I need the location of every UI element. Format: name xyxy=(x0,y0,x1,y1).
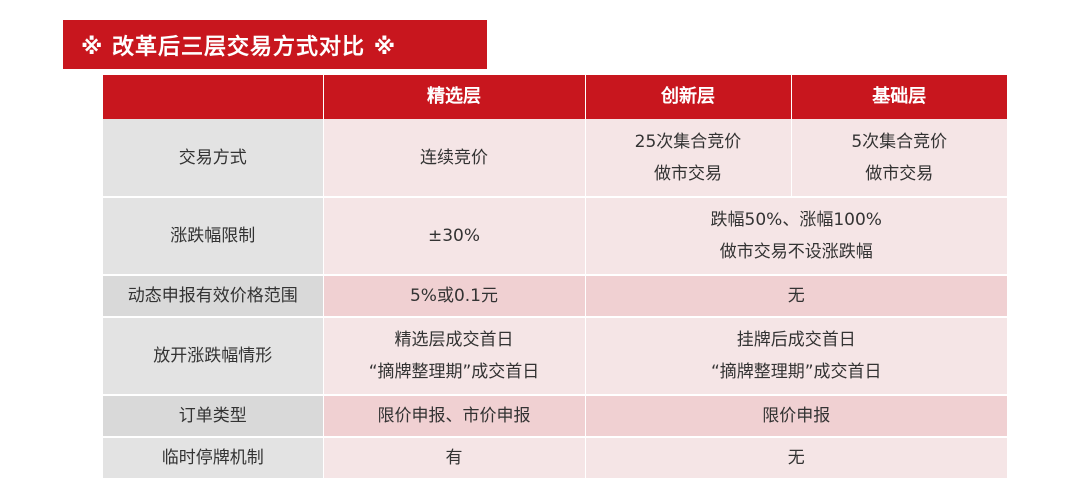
table-row: 订单类型 限价申报、市价申报 限价申报 xyxy=(103,395,1007,437)
cell-line: 5次集合竞价 xyxy=(851,131,948,152)
cell-chuangxin-jichu: 无 xyxy=(585,437,1007,479)
cell-jingxuan: 连续竞价 xyxy=(323,119,586,197)
cell-line: “摘牌整理期”成交首日 xyxy=(368,362,540,382)
cell-line: 精选层成交首日 xyxy=(394,330,514,350)
cell-chuangxin: 25次集合竞价 做市交易 xyxy=(585,119,792,197)
comparison-table: 精选层 创新层 基础层 交易方式 连续竞价 25次集合竞价 做市交易 5次集合竞… xyxy=(103,75,1007,480)
row-label: 订单类型 xyxy=(103,395,324,437)
cell-jingxuan: 限价申报、市价申报 xyxy=(323,395,586,437)
cell-jingxuan: 精选层成交首日 “摘牌整理期”成交首日 xyxy=(323,317,586,395)
table-header-row: 精选层 创新层 基础层 xyxy=(103,75,1007,119)
table-row: 交易方式 连续竞价 25次集合竞价 做市交易 5次集合竞价 做市交易 xyxy=(103,119,1007,197)
cell-line: 做市交易 xyxy=(654,163,722,184)
row-label: 临时停牌机制 xyxy=(103,437,324,479)
cell-jichu: 5次集合竞价 做市交易 xyxy=(791,119,1007,197)
row-label: 涨跌幅限制 xyxy=(103,197,324,275)
header-jichu: 基础层 xyxy=(791,75,1007,119)
row-label: 动态申报有效价格范围 xyxy=(103,275,324,317)
cell-chuangxin-jichu: 跌幅50%、涨幅100% 做市交易不设涨跌幅 xyxy=(585,197,1007,275)
header-chuangxin: 创新层 xyxy=(585,75,792,119)
row-label: 交易方式 xyxy=(103,119,324,197)
cell-line: 挂牌后成交首日 xyxy=(736,330,856,350)
table-row: 涨跌幅限制 ±30% 跌幅50%、涨幅100% 做市交易不设涨跌幅 xyxy=(103,197,1007,275)
table-row: 动态申报有效价格范围 5%或0.1元 无 xyxy=(103,275,1007,317)
table-row: 放开涨跌幅情形 精选层成交首日 “摘牌整理期”成交首日 挂牌后成交首日 “摘牌整… xyxy=(103,317,1007,395)
cell-line: 做市交易 xyxy=(865,163,934,184)
cell-jingxuan: 5%或0.1元 xyxy=(323,275,586,317)
cell-jingxuan: ±30% xyxy=(323,197,586,275)
cell-chuangxin-jichu: 挂牌后成交首日 “摘牌整理期”成交首日 xyxy=(585,317,1007,395)
header-jingxuan: 精选层 xyxy=(323,75,586,119)
page-title-banner: ※ 改革后三层交易方式对比 ※ xyxy=(63,20,487,69)
cell-jingxuan: 有 xyxy=(323,437,586,479)
header-blank xyxy=(103,75,324,119)
page-title: ※ 改革后三层交易方式对比 ※ xyxy=(81,34,397,60)
row-label: 放开涨跌幅情形 xyxy=(103,317,324,395)
cell-chuangxin-jichu: 无 xyxy=(585,275,1007,317)
table-row: 临时停牌机制 有 无 xyxy=(103,437,1007,479)
cell-chuangxin-jichu: 限价申报 xyxy=(585,395,1007,437)
cell-line: 跌幅50%、涨幅100% xyxy=(710,210,882,230)
cell-line: “摘牌整理期”成交首日 xyxy=(710,362,882,382)
cell-line: 做市交易不设涨跌幅 xyxy=(719,242,873,262)
cell-line: 25次集合竞价 xyxy=(634,131,742,152)
